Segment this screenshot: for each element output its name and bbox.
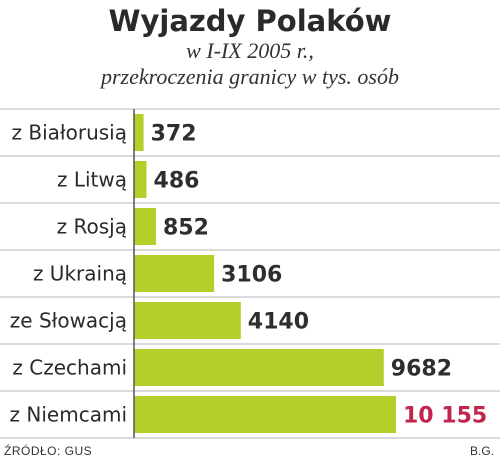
category-label: z Niemcami <box>10 403 127 427</box>
value-label: 10 155 <box>403 404 487 429</box>
category-label: z Rosją <box>57 215 127 239</box>
value-label: 852 <box>163 216 209 241</box>
category-label: z Białorusią <box>12 121 127 145</box>
bar <box>134 161 147 198</box>
value-label: 3106 <box>221 263 282 288</box>
chart-title: Wyjazdy Polaków <box>108 4 392 38</box>
category-label: z Litwą <box>57 168 127 192</box>
bar <box>134 302 241 339</box>
chart-subtitle-line-1: w I-IX 2005 r., <box>186 38 314 63</box>
category-label: z Ukrainą <box>33 262 127 286</box>
category-label: ze Słowacją <box>10 309 127 333</box>
bar <box>134 114 144 151</box>
value-label: 486 <box>154 169 200 194</box>
value-label: 4140 <box>248 310 309 335</box>
category-label: z Czechami <box>12 356 127 380</box>
bar <box>134 255 215 292</box>
bar <box>134 396 396 433</box>
bar-chart: z Białorusią 372 z Litwą 486 z Rosją 852 z Ukr… <box>0 108 500 439</box>
value-label: 9682 <box>391 357 452 382</box>
chart-subtitle-line-2: przekroczenia granicy w tys. osób <box>101 64 399 89</box>
source-note: ŹRÓDŁO: GUS <box>4 444 93 458</box>
value-label: 372 <box>151 122 197 147</box>
bar <box>134 349 384 386</box>
bar <box>134 208 156 245</box>
author-credit: B.G. <box>469 444 494 458</box>
